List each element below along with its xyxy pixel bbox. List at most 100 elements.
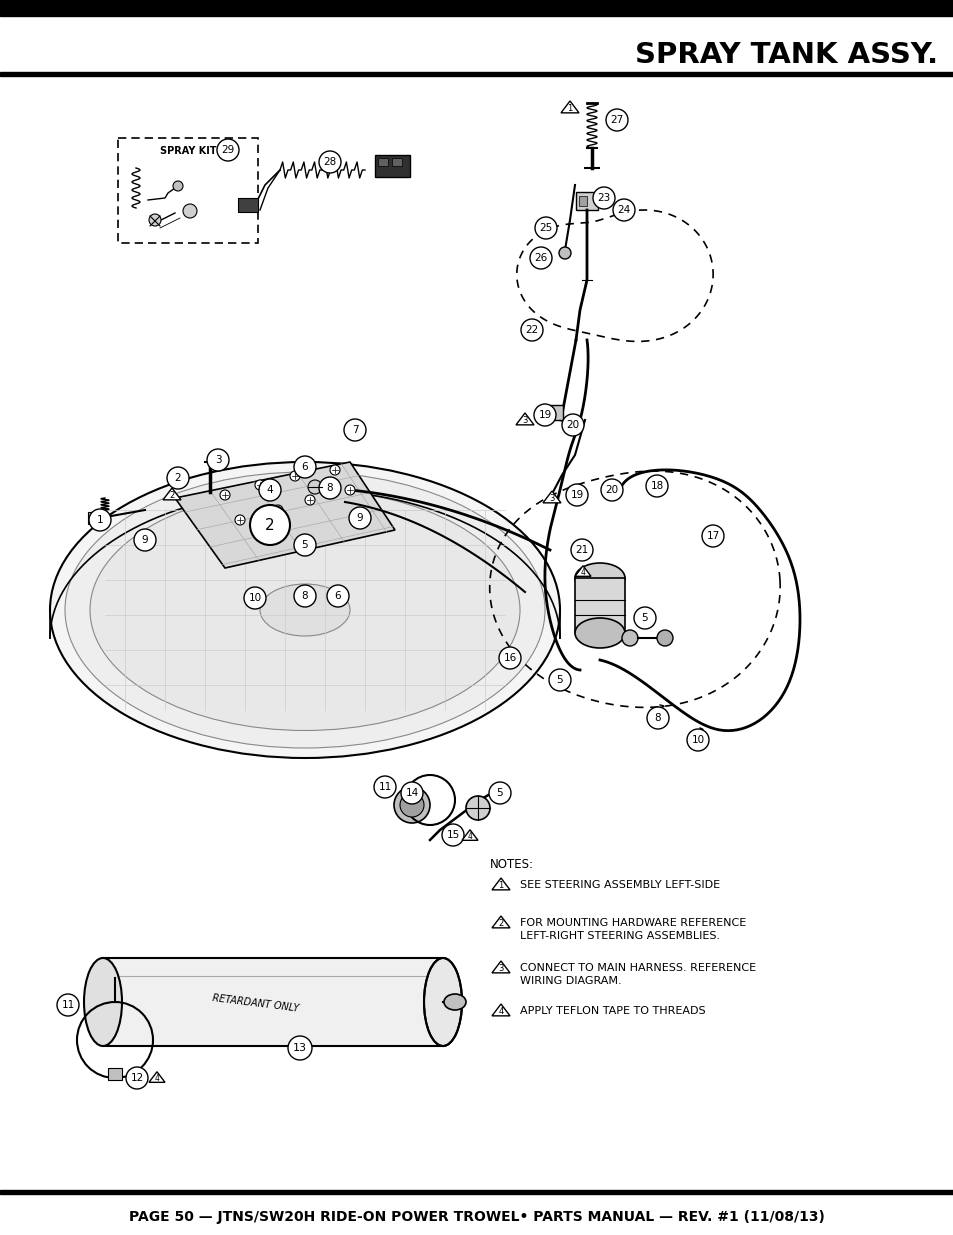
Text: 5: 5 [557,676,562,685]
Bar [392,158,401,165]
Bar [542,405,562,420]
Ellipse shape [65,472,544,748]
Bar [576,191,598,210]
Text: 4: 4 [154,1074,159,1083]
Circle shape [57,994,79,1016]
Circle shape [207,450,229,471]
Circle shape [600,479,622,501]
Bar [377,158,388,165]
Text: 29: 29 [221,144,234,156]
Text: 18: 18 [650,480,663,492]
Circle shape [565,484,587,506]
Polygon shape [492,1004,510,1016]
Text: 21: 21 [575,545,588,555]
Text: 3: 3 [521,416,527,425]
Circle shape [172,182,183,191]
Polygon shape [174,462,395,568]
Text: 6: 6 [301,462,308,472]
Circle shape [634,606,656,629]
Bar [0,72,953,77]
Circle shape [305,495,314,505]
Circle shape [234,515,245,525]
Polygon shape [492,878,510,890]
Text: FOR MOUNTING HARDWARE REFERENCE: FOR MOUNTING HARDWARE REFERENCE [519,918,745,927]
Text: 20: 20 [566,420,579,430]
Text: 1: 1 [567,104,572,114]
Circle shape [294,456,315,478]
Text: 2: 2 [170,492,174,500]
Circle shape [344,419,366,441]
Bar [108,1068,122,1079]
Text: 16: 16 [503,653,517,663]
Bar [103,958,442,1046]
Ellipse shape [260,584,350,636]
Circle shape [645,475,667,496]
Circle shape [273,505,283,515]
Text: 19: 19 [537,410,551,420]
Circle shape [534,404,556,426]
Polygon shape [461,830,477,840]
Polygon shape [560,101,578,112]
Circle shape [330,466,339,475]
Polygon shape [163,488,181,500]
Circle shape [308,480,322,494]
Text: 11: 11 [61,1000,74,1010]
Text: 4: 4 [497,1007,503,1016]
Ellipse shape [50,462,559,758]
Text: 5: 5 [497,788,503,798]
Circle shape [294,585,315,606]
Bar [575,578,624,634]
Ellipse shape [575,618,624,648]
Bar [118,138,257,243]
Text: 10: 10 [691,735,704,745]
Text: 23: 23 [597,193,610,203]
Circle shape [374,776,395,798]
Text: 4: 4 [467,832,472,841]
Text: 10: 10 [248,593,261,603]
Text: PAGE 50 — JTNS/SW20H RIDE-ON POWER TROWEL• PARTS MANUAL — REV. #1 (11/08/13): PAGE 50 — JTNS/SW20H RIDE-ON POWER TROWE… [129,1210,824,1224]
Polygon shape [492,916,510,927]
Text: 11: 11 [378,782,392,792]
Text: SPRAY KIT: SPRAY KIT [159,146,216,156]
Circle shape [621,630,638,646]
Text: APPLY TEFLON TAPE TO THREADS: APPLY TEFLON TAPE TO THREADS [519,1007,705,1016]
Circle shape [318,477,340,499]
Text: 2: 2 [497,919,503,927]
Circle shape [657,630,672,646]
Text: 8: 8 [326,483,333,493]
Circle shape [530,247,552,269]
Text: 2: 2 [174,473,181,483]
Circle shape [288,1036,312,1060]
Text: NOTES:: NOTES: [490,858,534,871]
Text: LEFT-RIGHT STEERING ASSEMBLIES.: LEFT-RIGHT STEERING ASSEMBLIES. [519,931,720,941]
Circle shape [216,140,239,161]
Polygon shape [575,566,590,577]
Text: 4: 4 [580,568,585,577]
Circle shape [294,534,315,556]
Circle shape [220,490,230,500]
Text: 24: 24 [617,205,630,215]
Text: 25: 25 [538,224,552,233]
Text: SPRAY TANK ASSY.: SPRAY TANK ASSY. [634,41,937,69]
Text: 3: 3 [549,494,554,503]
Text: WIRING DIAGRAM.: WIRING DIAGRAM. [519,976,621,986]
Circle shape [489,782,511,804]
Text: 1: 1 [96,515,103,525]
Circle shape [400,782,422,804]
Polygon shape [149,1072,165,1082]
Text: 1: 1 [497,881,503,890]
Bar [88,513,103,524]
Text: 14: 14 [405,788,418,798]
Circle shape [593,186,615,209]
Circle shape [290,471,299,480]
Circle shape [250,505,290,545]
Text: 9: 9 [142,535,148,545]
Circle shape [520,319,542,341]
Bar [0,0,953,16]
Circle shape [167,467,189,489]
Text: CONNECT TO MAIN HARNESS. REFERENCE: CONNECT TO MAIN HARNESS. REFERENCE [519,963,756,973]
Text: 8: 8 [654,713,660,722]
Text: 20: 20 [605,485,618,495]
Text: 28: 28 [323,157,336,167]
Circle shape [548,669,571,692]
